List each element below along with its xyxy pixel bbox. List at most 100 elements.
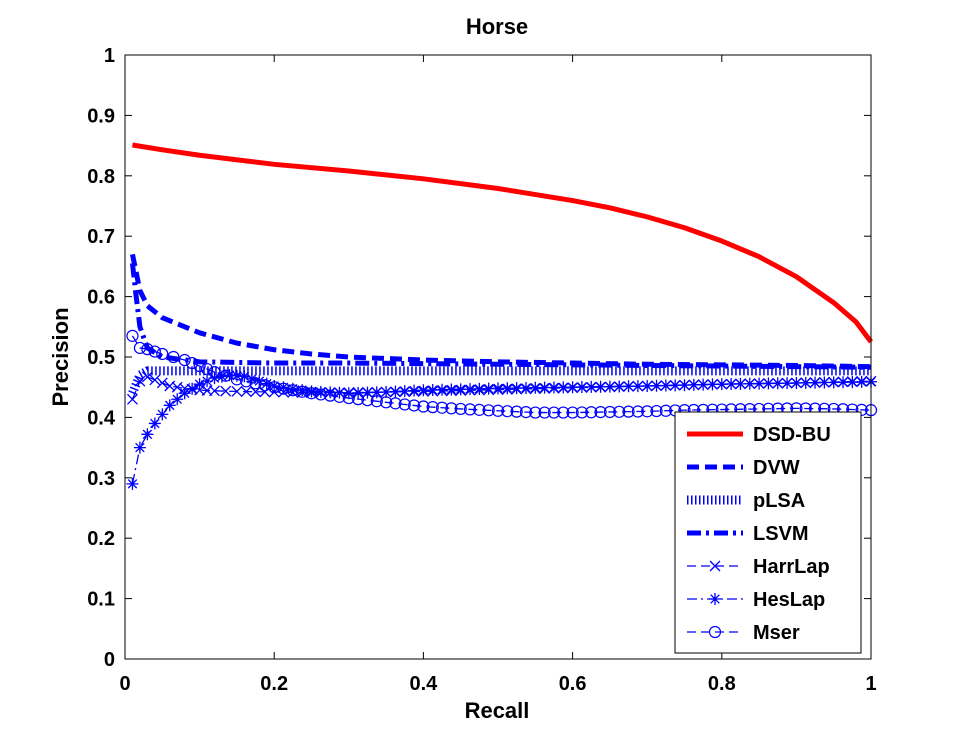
marker-harrlap [334, 387, 345, 399]
marker-mser [463, 403, 477, 416]
marker-harrlap [417, 385, 429, 397]
marker-heslap [245, 372, 258, 385]
marker-mser [594, 406, 607, 419]
marker-mser [603, 405, 617, 419]
marker-heslap [436, 383, 449, 396]
marker-heslap [148, 417, 161, 430]
marker-mser [622, 405, 635, 418]
y-tick-label: 0.2 [87, 528, 115, 550]
marker-harrlap [220, 385, 232, 397]
legend-item-mser: Mser [687, 622, 800, 644]
marker-harrlap [361, 386, 373, 398]
ticks-layer: 0 0.2 0.4 0.6 0.8 1 0 0.1 0.2 0.3 0.4 0.5 0.6 0.7 0.8 0… [87, 45, 876, 695]
marker-heslap [208, 372, 221, 385]
marker-heslap [178, 387, 191, 400]
marker-harrlap [240, 386, 252, 398]
marker-mser [659, 404, 672, 417]
y-tick-label: 1 [104, 45, 115, 67]
marker-harrlap [651, 380, 662, 392]
marker-harrlap [669, 379, 681, 391]
marker-harrlap [818, 376, 830, 388]
marker-heslap [141, 428, 154, 441]
marker-mser [557, 406, 570, 419]
marker-harrlap [268, 386, 280, 398]
marker-mser [482, 404, 495, 417]
marker-heslap [126, 477, 139, 490]
marker-harrlap [623, 380, 635, 392]
marker-harrlap [352, 387, 364, 398]
y-tick-label: 0.1 [87, 589, 115, 611]
marker-heslap [464, 383, 477, 396]
marker-harrlap [287, 386, 299, 398]
legend-item-dvw: DVW [687, 457, 800, 479]
marker-harrlap [436, 385, 448, 397]
marker-heslap [156, 408, 169, 421]
marker-heslap [215, 370, 228, 383]
marker-heslap [426, 383, 439, 396]
legend-label: HarrLap [753, 556, 830, 578]
marker-heslap [510, 382, 523, 395]
marker-mser [156, 347, 169, 361]
marker-heslap [519, 381, 532, 394]
legend-label: Mser [753, 622, 800, 644]
marker-mser [519, 406, 533, 419]
marker-mser [510, 405, 523, 418]
marker-harrlap [141, 371, 153, 383]
marker-mser [631, 405, 644, 418]
marker-harrlap [539, 383, 551, 394]
marker-harrlap [688, 379, 700, 391]
marker-harrlap [324, 387, 336, 399]
marker-heslap [230, 369, 243, 382]
marker-heslap [171, 393, 184, 406]
marker-harrlap [679, 379, 690, 391]
series-lsvm [129, 263, 872, 370]
marker-harrlap [529, 383, 541, 395]
marker-mser [538, 406, 551, 419]
marker-harrlap [399, 386, 411, 398]
marker-harrlap [567, 382, 579, 394]
marker-mser [529, 406, 542, 419]
series-layer [126, 142, 878, 490]
marker-harrlap [389, 386, 401, 398]
marker-harrlap [716, 378, 728, 390]
y-tick-label: 0.3 [87, 468, 115, 490]
marker-harrlap [697, 379, 709, 391]
marker-harrlap [707, 378, 718, 390]
x-tick-label: 0.4 [409, 673, 438, 695]
marker-heslap [305, 385, 318, 398]
marker-mser [491, 404, 505, 417]
marker-mser [547, 406, 561, 419]
marker-harrlap [744, 378, 756, 390]
marker-heslap [445, 383, 458, 396]
legend: DSD-BU DVW pLSA LSVM HarrLap HesLap Mser [674, 411, 862, 654]
marker-harrlap [753, 378, 765, 390]
marker-heslap [417, 384, 430, 397]
marker-harrlap [837, 376, 849, 388]
marker-harrlap [306, 387, 317, 399]
marker-heslap [223, 369, 236, 382]
marker-harrlap [501, 383, 513, 395]
legend-marker [708, 625, 722, 639]
series-harrlap [127, 371, 877, 405]
marker-heslap [260, 377, 273, 390]
marker-harrlap [809, 377, 821, 388]
legend-label: LSVM [753, 523, 809, 545]
marker-harrlap [632, 380, 644, 392]
marker-heslap [277, 381, 290, 394]
marker-harrlap [427, 385, 439, 397]
x-tick-label: 0.8 [708, 673, 736, 695]
marker-harrlap [762, 377, 774, 389]
marker-heslap [501, 382, 514, 395]
marker-mser [426, 401, 439, 414]
marker-harrlap [209, 385, 220, 397]
x-tick-label: 0.2 [260, 673, 288, 695]
marker-harrlap [520, 383, 532, 395]
marker-harrlap [725, 378, 737, 390]
marker-mser [566, 406, 579, 419]
marker-mser [417, 400, 430, 413]
x-tick-label: 0 [119, 673, 130, 695]
marker-harrlap [604, 381, 616, 393]
marker-heslap [286, 382, 299, 395]
y-tick-label: 0.9 [87, 105, 115, 127]
